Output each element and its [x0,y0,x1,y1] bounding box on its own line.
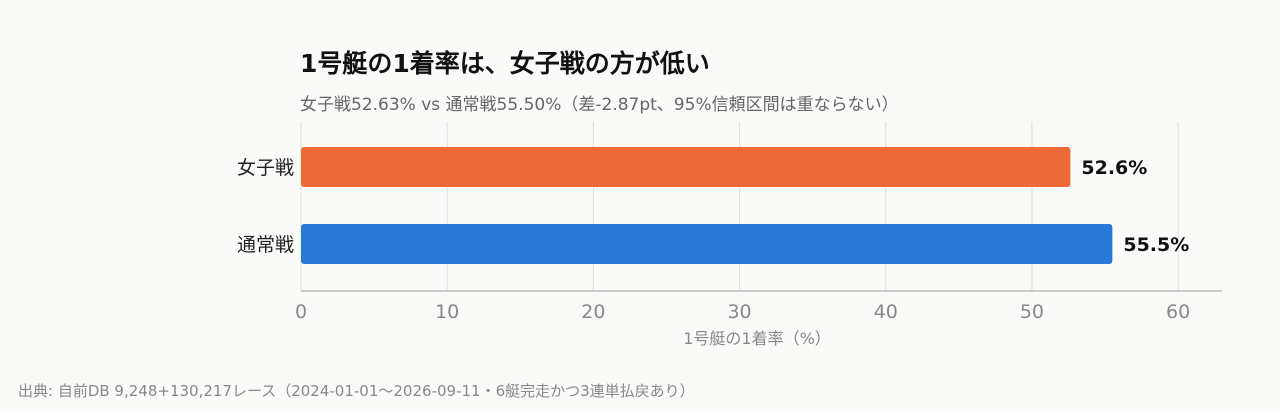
x-tick-label-20: 20 [581,301,605,323]
x-tick-label-50: 50 [1020,301,1044,323]
x-tick-label-40: 40 [874,301,898,323]
value-label-2: 55.5% [1123,234,1189,256]
category-label-1: 女子戦 [237,157,294,179]
x-tick-label-30: 30 [727,301,751,323]
x-tick-label-0: 0 [295,301,307,323]
value-label-1: 52.6% [1081,157,1147,179]
source-note: 出典: 自前DB 9,248+130,217レース（2024-01-01〜202… [18,382,695,400]
x-tick-label-60: 60 [1166,301,1190,323]
bar-1 [301,147,1071,187]
x-axis: 0 10 20 30 40 50 60 [295,290,1222,323]
category-label-2: 通常戦 [237,234,294,256]
bar-2 [301,224,1113,264]
x-tick-label-10: 10 [435,301,459,323]
chart-title: 1号艇の1着率は、女子戦の方が低い [300,49,710,78]
bars: 女子戦 52.6% 通常戦 55.5% [237,147,1189,264]
x-axis-title: 1号艇の1着率（%） [683,329,831,348]
chart-subtitle: 女子戦52.63% vs 通常戦55.50%（差-2.87pt、95%信頼区間は… [300,95,899,115]
